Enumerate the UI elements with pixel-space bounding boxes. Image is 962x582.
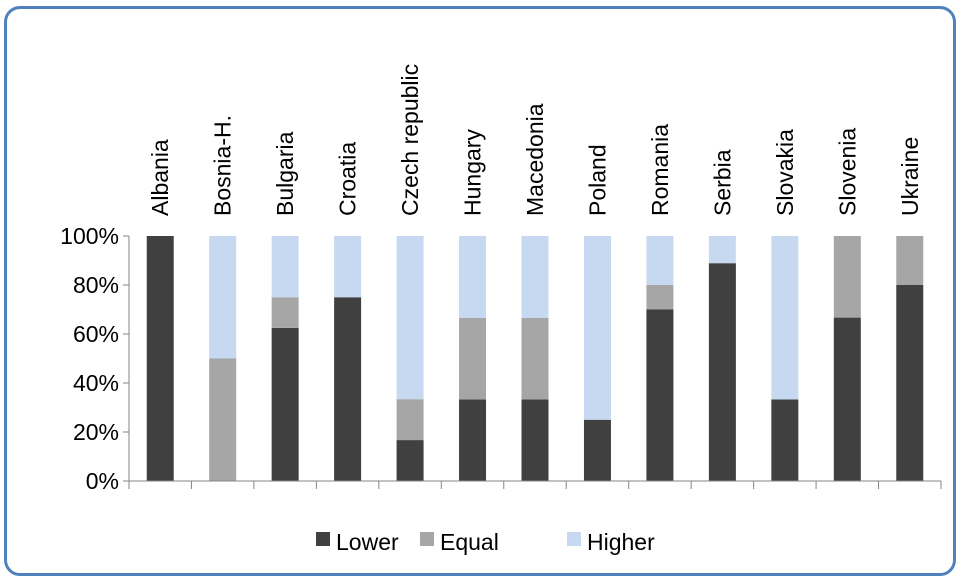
bar-lower-11 bbox=[833, 317, 861, 481]
y-tick-label: 60% bbox=[73, 321, 119, 347]
x-category-label: Romania bbox=[647, 124, 673, 216]
bar-higher-10 bbox=[771, 236, 799, 400]
bar-equal-4 bbox=[396, 399, 424, 441]
bar-higher-3 bbox=[334, 236, 362, 298]
x-category-label: Bosnia-H. bbox=[210, 115, 236, 216]
x-category-label: Macedonia bbox=[522, 103, 548, 216]
bar-higher-2 bbox=[271, 236, 299, 298]
bar-higher-1 bbox=[209, 236, 237, 359]
bar-higher-9 bbox=[708, 236, 736, 264]
bar-lower-12 bbox=[896, 285, 924, 481]
legend-swatch-lower bbox=[316, 532, 330, 546]
legend-label-equal: Equal bbox=[440, 529, 499, 555]
x-category-label: Czech republic bbox=[397, 64, 423, 216]
y-tick-label: 80% bbox=[73, 272, 119, 298]
bar-equal-6 bbox=[521, 317, 549, 400]
y-tick-label: 20% bbox=[73, 419, 119, 445]
bar-equal-5 bbox=[459, 317, 487, 400]
bar-lower-0 bbox=[146, 236, 174, 481]
bar-higher-6 bbox=[521, 236, 549, 318]
x-category-label: Slovenia bbox=[834, 128, 860, 216]
x-category-label: Slovakia bbox=[772, 129, 798, 216]
bar-lower-7 bbox=[583, 419, 611, 481]
x-category-label: Croatia bbox=[335, 142, 361, 216]
y-tick-labels: 0% 20% 40% 60% 80% 100% bbox=[60, 223, 119, 494]
bar-lower-2 bbox=[271, 327, 299, 482]
bar-equal-8 bbox=[646, 285, 674, 310]
bar-lower-9 bbox=[708, 263, 736, 481]
bar-higher-7 bbox=[583, 236, 611, 420]
bars-group bbox=[146, 236, 924, 482]
bar-equal-2 bbox=[271, 297, 299, 328]
bar-higher-5 bbox=[459, 236, 487, 318]
legend-label-higher: Higher bbox=[587, 529, 655, 555]
y-tick-label: 40% bbox=[73, 370, 119, 396]
bar-higher-4 bbox=[396, 236, 424, 400]
y-tick-label: 100% bbox=[60, 223, 119, 249]
axes-group bbox=[123, 235, 942, 489]
x-category-label: Hungary bbox=[460, 129, 486, 216]
bar-lower-5 bbox=[459, 399, 487, 481]
bar-lower-10 bbox=[771, 399, 799, 481]
bar-equal-1 bbox=[209, 358, 237, 481]
legend-label-lower: Lower bbox=[336, 529, 399, 555]
bar-lower-4 bbox=[396, 440, 424, 481]
y-tick-label: 0% bbox=[86, 468, 119, 494]
x-category-label: Ukraine bbox=[897, 137, 923, 216]
x-category-label: Albania bbox=[147, 139, 173, 216]
legend-swatch-equal bbox=[420, 532, 434, 546]
legend-swatch-higher bbox=[567, 532, 581, 546]
bar-equal-12 bbox=[896, 236, 924, 285]
bar-equal-11 bbox=[833, 236, 861, 318]
x-tick-labels: Albania Bosnia-H. Bulgaria Croatia Czech rep… bbox=[147, 64, 923, 216]
x-category-label: Bulgaria bbox=[272, 131, 298, 216]
bar-lower-3 bbox=[334, 297, 362, 481]
legend: Lower Equal Higher bbox=[316, 529, 655, 555]
x-category-label: Serbia bbox=[709, 149, 735, 216]
bar-higher-8 bbox=[646, 236, 674, 285]
bar-lower-8 bbox=[646, 309, 674, 481]
bar-lower-6 bbox=[521, 399, 549, 481]
x-category-label: Poland bbox=[584, 144, 610, 216]
